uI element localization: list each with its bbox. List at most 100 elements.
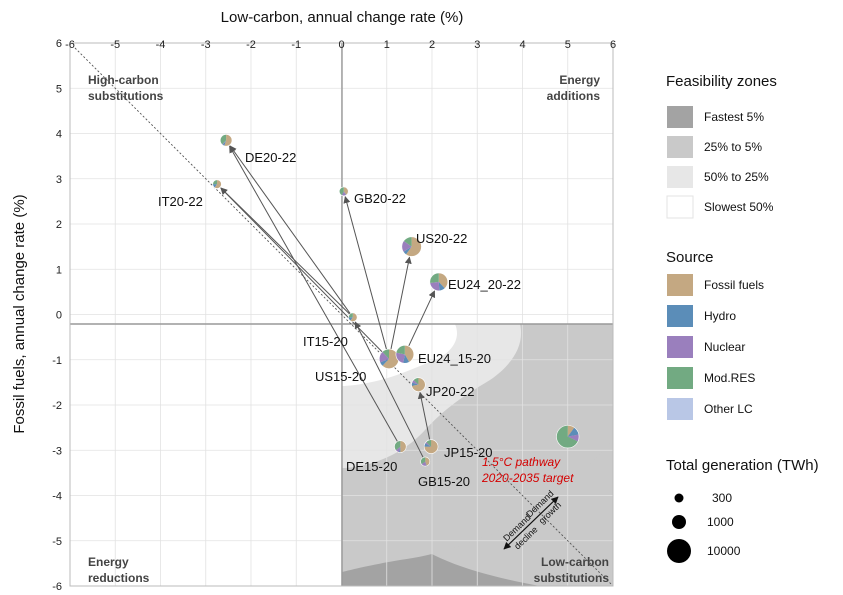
legend-swatch-modres (667, 367, 693, 389)
pie-marker (394, 440, 407, 453)
pie-slice (403, 236, 412, 247)
legend-feasibility: Feasibility zones Fastest 5% 25% to 5% 5… (666, 73, 777, 219)
transition-arrow (390, 256, 412, 350)
pie-marker (556, 425, 580, 449)
pie-marker (338, 186, 349, 197)
x-axis-title: Low-carbon, annual change rate (%) (221, 9, 464, 26)
pie-slice (212, 179, 218, 185)
x-tick-label: -5 (110, 39, 120, 51)
pie-outline (556, 425, 580, 449)
pie-slice (401, 240, 412, 252)
pie-slice (567, 425, 575, 437)
pie-marker (429, 272, 449, 292)
pie-outline (411, 377, 426, 392)
pie-outline (212, 179, 222, 189)
pie-slice (343, 191, 347, 196)
pie-marker (219, 134, 233, 147)
pie-outline (429, 272, 449, 292)
pie-slice (567, 427, 579, 437)
x-tick-label: 6 (610, 39, 616, 51)
pie-slice (425, 461, 427, 467)
y-tick-label: 5 (56, 83, 62, 95)
x-tick-label: 4 (519, 39, 525, 51)
label-us20-22: US20-22 (416, 231, 467, 246)
legend-source-title: Source (666, 249, 714, 266)
legend-size-label-300: 300 (712, 491, 732, 505)
corner-labels: High-carbon substitutions Energy additio… (88, 73, 609, 585)
corner-top-left-line2: substitutions (88, 89, 164, 103)
pie-slice (395, 352, 405, 364)
pie-outline (394, 440, 407, 453)
x-tick-label: -1 (291, 39, 301, 51)
legend-label-slowest: Slowest 50% (704, 200, 774, 214)
pie-slice (382, 349, 399, 369)
legend-swatch-fastest (667, 106, 693, 128)
y-tick-label: 6 (56, 38, 62, 50)
pie-slice (413, 377, 419, 385)
transition-arrow (229, 145, 398, 442)
pie-marker (411, 377, 426, 392)
legend-swatch-hydro (667, 305, 693, 327)
legend-label-otherlc: Other LC (704, 402, 753, 416)
pie-outline (338, 186, 349, 197)
y-tick-label: -2 (52, 400, 62, 412)
point-labels: DE20-22 IT20-22 GB20-22 US20-22 EU24_20-… (158, 150, 574, 489)
pie-slice (339, 186, 344, 196)
pie-slice (411, 379, 419, 385)
transition-arrow (343, 196, 387, 350)
pie-outline (401, 236, 422, 257)
corner-bottom-right-line1: Low-carbon (541, 555, 609, 569)
pie-marker (401, 236, 422, 257)
x-tick-label: -2 (246, 39, 256, 51)
x-tick-label: 3 (474, 39, 480, 51)
pie-slice (222, 140, 227, 146)
pie-slice (411, 377, 426, 392)
label-eu24-15-20: EU24_15-20 (418, 351, 491, 366)
pie-outline (395, 345, 415, 364)
legend-size-300 (674, 493, 684, 503)
y-tick-label: 0 (56, 310, 62, 322)
pie-slice (395, 446, 401, 453)
pie-slice (350, 312, 358, 322)
y-tick-labels: 6 5 4 3 2 1 0 -1 -2 -3 -4 -5 -6 (52, 38, 62, 593)
label-it15-20: IT15-20 (303, 334, 348, 349)
transition-arrow (354, 321, 424, 458)
legend-size-1000 (672, 515, 686, 529)
pie-slice (348, 312, 353, 318)
pie-slice (379, 358, 390, 366)
legend-swatch-nuclear (667, 336, 693, 358)
corner-bottom-left-line2: reductions (88, 571, 150, 585)
transition-arrows (220, 145, 436, 458)
legend-size-label-1000: 1000 (707, 515, 734, 529)
demand-arrow (503, 496, 559, 550)
y-tick-label: 3 (56, 174, 62, 186)
legend-feasibility-title: Feasibility zones (666, 73, 777, 90)
legend-label-25-5: 25% to 5% (704, 140, 762, 154)
pie-marker (212, 179, 222, 189)
pie-slice (425, 456, 430, 466)
diagonal-reference-line (74, 47, 614, 587)
label-eu24-20-22: EU24_20-22 (448, 277, 521, 292)
pie-slice (396, 345, 405, 355)
pie-slice (403, 246, 412, 255)
legend-size-10000 (667, 539, 691, 563)
pie-slice (398, 446, 401, 453)
legend-swatch-25-5 (667, 136, 693, 158)
pie-slice (379, 351, 390, 363)
y-tick-label: -4 (52, 491, 62, 503)
pie-slice (429, 281, 440, 291)
pie-slice (224, 134, 232, 147)
transition-arrow (408, 290, 436, 347)
pie-outline (348, 312, 358, 322)
corner-top-left-line1: High-carbon (88, 73, 159, 87)
label-us15-20: US15-20 (315, 369, 366, 384)
y-tick-label: -6 (52, 581, 62, 590)
pie-slice (425, 441, 432, 447)
pie-slice (222, 140, 227, 146)
label-de15-20: DE15-20 (346, 459, 397, 474)
corner-top-right-line1: Energy (559, 73, 600, 87)
target-label-line2: 2020-2035 target (481, 471, 574, 485)
pie-slice (212, 184, 218, 188)
pie-slice (214, 179, 222, 189)
label-gb15-20: GB15-20 (418, 474, 470, 489)
